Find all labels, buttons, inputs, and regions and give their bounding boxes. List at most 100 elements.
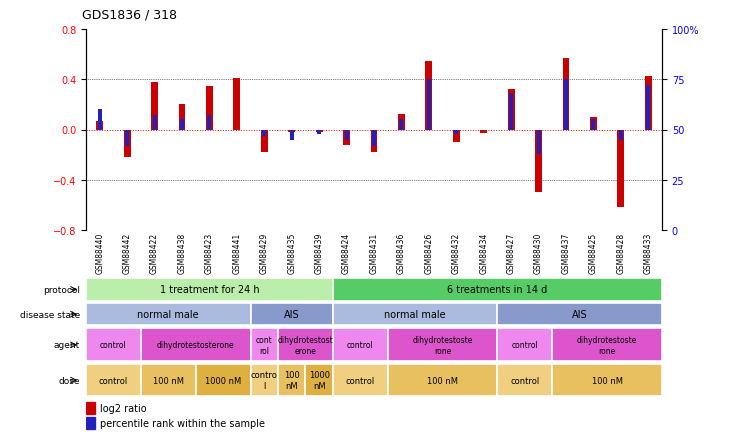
Text: GSM88441: GSM88441 [233,233,242,273]
Bar [333,364,387,396]
Text: GSM88427: GSM88427 [506,233,515,273]
Bar [564,80,568,130]
Text: GSM88423: GSM88423 [205,233,214,273]
Text: GSM88438: GSM88438 [177,233,186,273]
Bar [646,86,650,130]
Bar [453,130,460,143]
Bar [207,116,212,130]
Bar [278,329,333,362]
Text: contro
l: contro l [251,371,278,390]
Bar [179,105,186,130]
Text: normal male: normal male [138,309,199,319]
Text: GSM88433: GSM88433 [644,233,653,274]
Bar [317,130,321,134]
Bar [509,94,513,130]
Text: AIS: AIS [572,309,587,319]
Text: cont
rol: cont rol [256,335,273,355]
Text: percentile rank within the sample: percentile rank within the sample [100,418,266,428]
Bar [427,80,431,130]
Bar [180,120,184,130]
Text: GDS1836 / 318: GDS1836 / 318 [82,9,177,22]
Text: dose: dose [58,376,80,385]
Bar [151,83,158,130]
Bar [233,79,240,130]
Bar [497,329,552,362]
Bar [86,279,333,301]
Bar [552,364,662,396]
Bar [497,303,662,326]
Bar [387,329,497,362]
Bar [426,62,432,130]
Text: GSM88425: GSM88425 [589,233,598,273]
Bar [141,364,196,396]
Bar [535,130,542,193]
Text: GSM88424: GSM88424 [342,233,351,273]
Bar [343,130,350,145]
Text: 100
nM: 100 nM [283,371,300,390]
Text: control: control [99,376,128,385]
Bar [123,130,131,158]
Text: dihydrotestost
erone: dihydrotestost erone [278,335,334,355]
Text: GSM88429: GSM88429 [260,233,269,273]
Text: log2 ratio: log2 ratio [100,404,147,413]
Bar [263,130,266,136]
Bar [305,364,333,396]
Bar [399,120,403,130]
Bar [261,130,268,153]
Bar [398,115,405,130]
Text: GSM88437: GSM88437 [562,233,571,274]
Text: GSM88435: GSM88435 [287,233,296,274]
Bar [617,130,625,207]
Bar [333,279,662,301]
Text: GSM88439: GSM88439 [315,233,324,274]
Bar [590,118,597,130]
Text: AIS: AIS [284,309,299,319]
Bar [153,116,156,130]
Text: protocol: protocol [43,285,80,294]
Bar [206,86,213,130]
Bar [288,130,295,133]
Text: 100 nM: 100 nM [153,376,184,385]
Text: control: control [512,341,539,349]
Bar [552,329,662,362]
Bar [251,364,278,396]
Text: dihydrotestosterone: dihydrotestosterone [157,341,235,349]
Text: disease state: disease state [19,310,80,319]
Bar [497,364,552,396]
Text: dihydrotestoste
rone: dihydrotestoste rone [577,335,637,355]
Text: GSM88434: GSM88434 [479,233,488,274]
Bar [508,90,515,130]
Bar [333,303,497,326]
Bar [141,329,251,362]
Text: normal male: normal male [384,309,446,319]
Text: 6 treatments in 14 d: 6 treatments in 14 d [447,285,548,295]
Text: 100 nM: 100 nM [427,376,458,385]
Text: GSM88436: GSM88436 [397,233,406,274]
Bar [387,364,497,396]
Bar [251,303,333,326]
Text: 1 treatment for 24 h: 1 treatment for 24 h [159,285,260,295]
Bar [333,329,387,362]
Bar [619,130,623,140]
Bar [86,417,95,429]
Bar [562,59,569,130]
Text: GSM88431: GSM88431 [370,233,378,273]
Text: GSM88422: GSM88422 [150,233,159,273]
Text: control: control [100,341,127,349]
Text: GSM88440: GSM88440 [95,233,104,274]
Text: 1000 nM: 1000 nM [205,376,242,385]
Bar [96,122,103,130]
Bar [86,303,251,326]
Bar [645,76,652,130]
Bar [480,130,487,134]
Text: GSM88426: GSM88426 [424,233,433,273]
Bar [125,130,129,146]
Bar [289,130,294,140]
Bar [316,130,322,133]
Text: GSM88428: GSM88428 [616,233,625,273]
Text: GSM88430: GSM88430 [534,233,543,274]
Text: control: control [346,376,375,385]
Text: control: control [347,341,374,349]
Bar [86,329,141,362]
Bar [86,364,141,396]
